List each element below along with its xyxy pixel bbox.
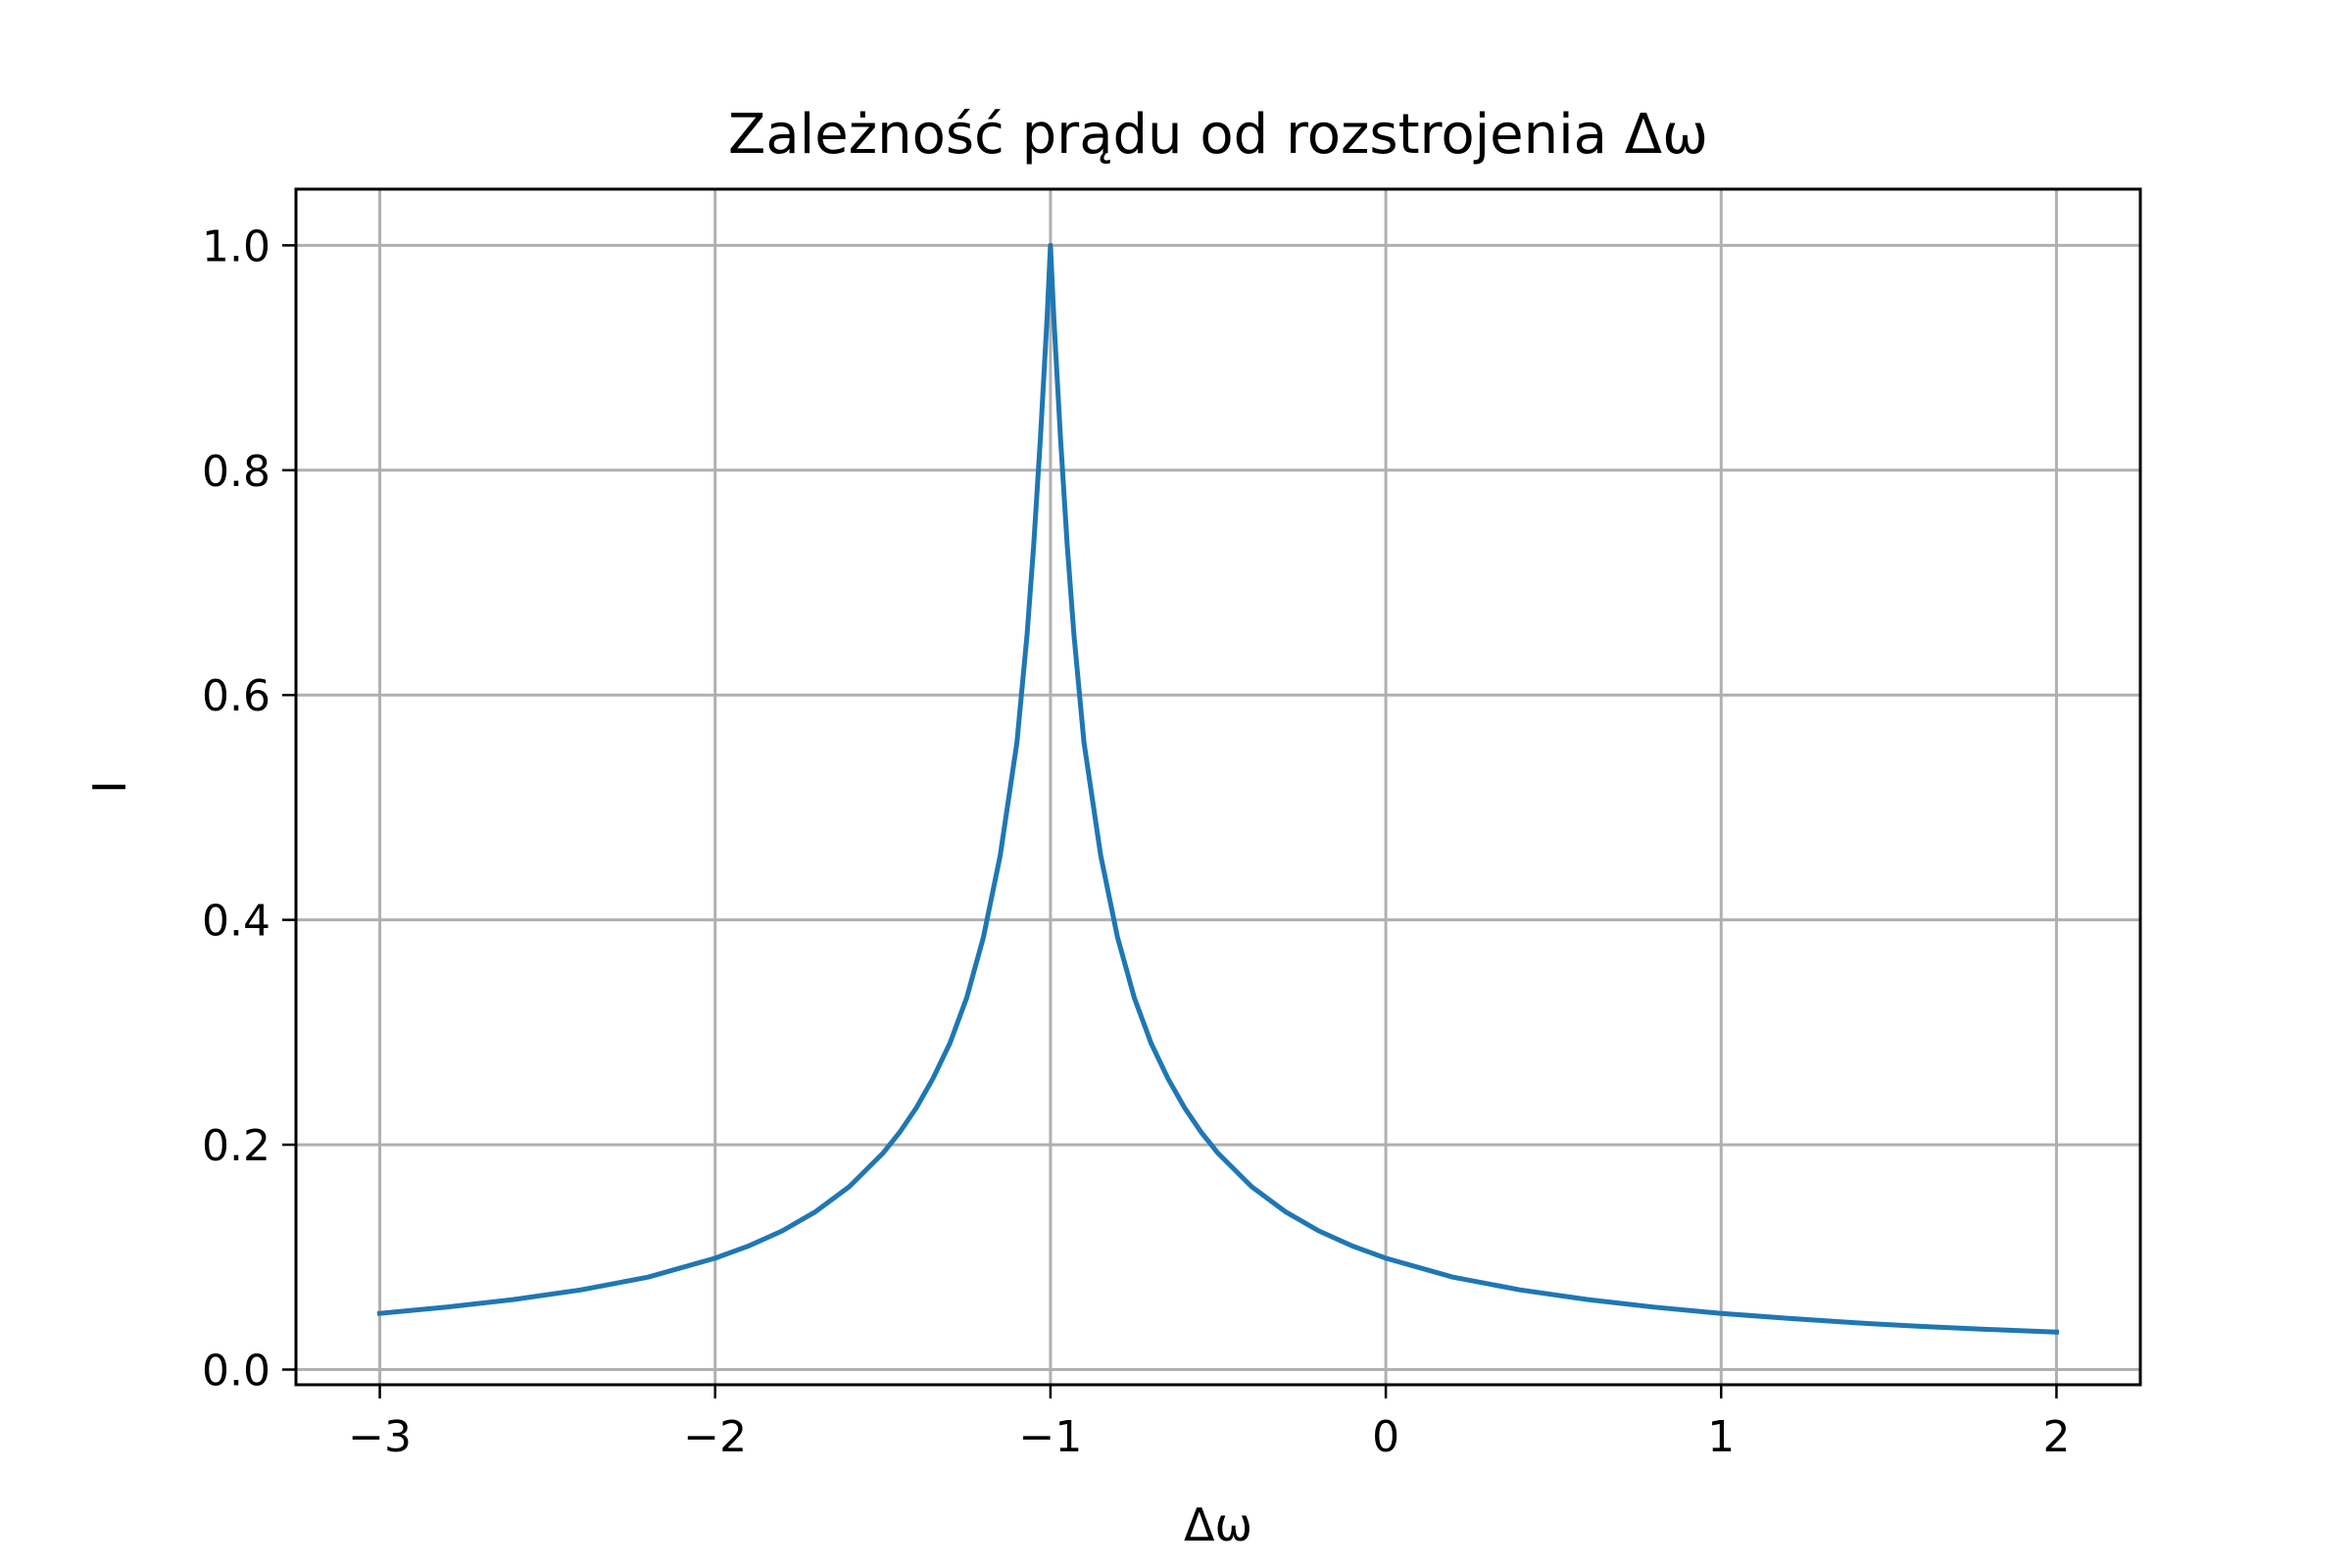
y-tick-label: 0.8 [202,447,270,497]
x-tick-label: −2 [683,1412,747,1462]
ticks: −3 −2 −1 0 1 2 0.0 0.2 0.4 0.6 0.8 1.0 [202,221,2070,1462]
series-layer [376,242,2060,1335]
x-tick-label: −3 [348,1412,412,1462]
x-tick-label: 2 [2042,1412,2070,1462]
y-tick-label: 0.0 [202,1347,270,1396]
y-tick-label: 1.0 [202,221,270,271]
y-axis-label: I [83,780,136,794]
x-tick-label: 1 [1707,1412,1735,1462]
chart-title: Zależność prądu od rozstrojenia Δω [728,103,1708,167]
grid [296,189,2140,1385]
x-tick-label: 0 [1372,1412,1399,1462]
plot-frame [294,187,2142,1387]
y-tick-label: 0.4 [202,897,270,947]
y-tick-label: 0.6 [202,671,270,721]
series-line [376,242,2060,1335]
x-tick-label: −1 [1018,1412,1082,1462]
x-axis-label: Δω [1184,1498,1252,1551]
y-tick-label: 0.2 [202,1121,270,1171]
